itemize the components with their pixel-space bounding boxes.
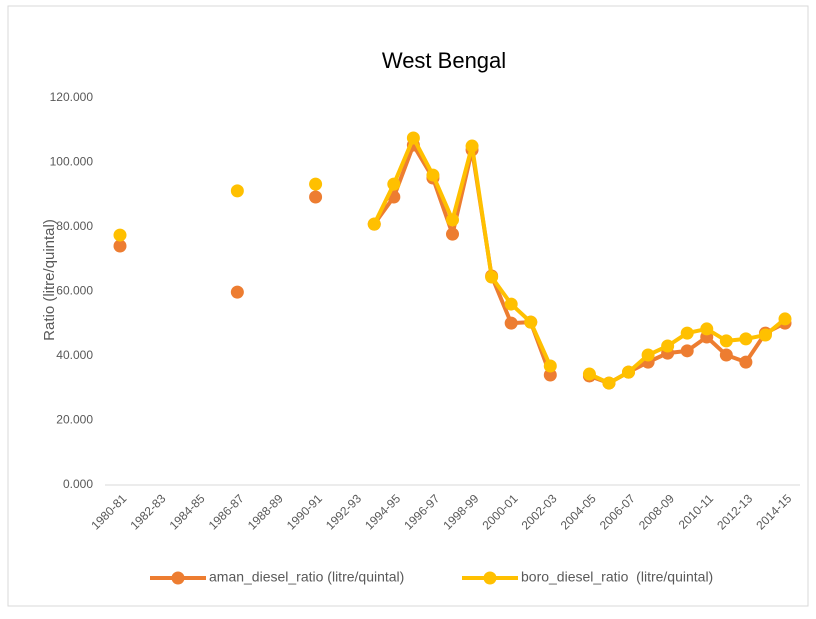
data-point	[230, 285, 244, 299]
legend-label: boro_diesel_ratio (litre/quintal)	[521, 569, 713, 585]
data-point	[406, 131, 420, 145]
data-point	[758, 328, 772, 342]
data-point	[465, 139, 479, 153]
y-tick-label: 120.000	[50, 90, 94, 104]
data-point	[641, 348, 655, 362]
chart-frame	[7, 5, 809, 607]
y-tick-label: 20.000	[56, 413, 93, 427]
legend-marker	[483, 571, 497, 585]
y-tick-label: 60.000	[56, 284, 93, 298]
data-point	[524, 315, 538, 329]
data-point	[504, 316, 518, 330]
data-point	[543, 359, 557, 373]
data-point	[113, 228, 127, 242]
chart-title: West Bengal	[382, 48, 506, 73]
data-point	[309, 177, 323, 191]
y-tick-label: 0.000	[63, 477, 93, 491]
data-point	[446, 227, 459, 241]
data-point	[719, 334, 733, 348]
data-point	[582, 367, 596, 381]
data-point	[446, 213, 459, 227]
legend-label: aman_diesel_ratio (litre/quintal)	[209, 569, 404, 585]
data-point	[113, 239, 127, 253]
data-point	[739, 355, 753, 369]
data-point	[504, 297, 518, 311]
data-point	[387, 177, 401, 191]
data-point	[778, 312, 792, 326]
data-point	[622, 365, 636, 379]
y-axis-label: Ratio (litre/quintal)	[41, 219, 58, 341]
data-point	[661, 339, 675, 353]
data-point	[543, 368, 557, 382]
y-tick-label: 100.000	[50, 155, 94, 169]
y-tick-label: 40.000	[56, 348, 93, 362]
y-tick-label: 80.000	[56, 219, 93, 233]
data-point	[367, 217, 381, 231]
data-point	[230, 184, 244, 198]
data-point	[602, 376, 616, 390]
data-point	[680, 344, 694, 358]
data-point	[700, 322, 714, 336]
legend-marker	[171, 571, 185, 585]
data-point	[426, 168, 440, 182]
data-point	[485, 270, 499, 284]
data-point	[739, 332, 753, 346]
data-point	[680, 326, 694, 340]
data-point	[719, 348, 733, 362]
data-point	[309, 190, 323, 204]
